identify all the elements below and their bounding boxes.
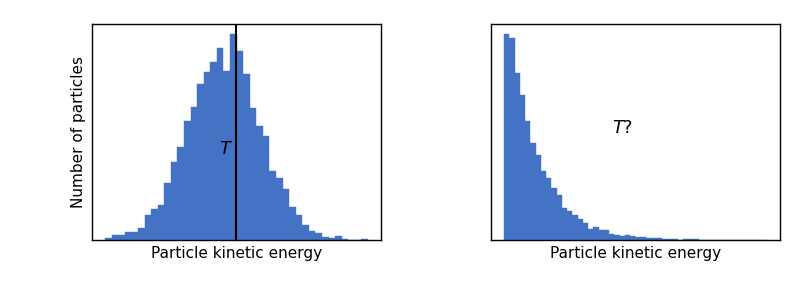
Bar xyxy=(567,212,572,240)
Bar xyxy=(342,239,348,240)
Bar xyxy=(609,234,614,240)
Bar xyxy=(302,225,309,240)
Bar xyxy=(256,126,263,240)
Bar xyxy=(510,38,514,240)
Bar xyxy=(520,95,525,240)
Bar xyxy=(309,231,315,240)
Bar xyxy=(667,239,672,240)
Bar xyxy=(118,235,125,240)
Bar xyxy=(694,239,698,240)
Bar xyxy=(112,235,118,240)
Bar xyxy=(525,122,530,240)
Bar xyxy=(688,239,694,240)
Bar xyxy=(578,219,583,240)
Bar xyxy=(145,215,151,240)
Bar xyxy=(657,238,662,240)
Bar xyxy=(289,208,296,240)
Bar xyxy=(630,236,635,240)
Bar xyxy=(514,73,520,240)
X-axis label: Particle kinetic energy: Particle kinetic energy xyxy=(550,246,721,261)
Bar xyxy=(282,189,289,240)
Bar xyxy=(138,228,145,240)
Bar xyxy=(535,155,541,240)
Bar xyxy=(131,232,138,240)
Bar xyxy=(651,238,657,240)
Bar xyxy=(646,238,651,240)
Bar xyxy=(164,183,171,240)
Bar xyxy=(158,206,164,240)
Bar xyxy=(614,235,620,240)
Bar xyxy=(250,108,256,240)
Bar xyxy=(223,71,230,240)
Text: $T$?: $T$? xyxy=(612,119,634,137)
Bar xyxy=(594,227,598,240)
Bar xyxy=(362,239,368,240)
Bar xyxy=(105,238,112,240)
Bar xyxy=(551,188,557,240)
Bar xyxy=(151,208,158,240)
Bar xyxy=(190,107,197,240)
Bar xyxy=(620,236,625,240)
Bar xyxy=(557,195,562,240)
Bar xyxy=(625,235,630,240)
Bar xyxy=(217,48,223,240)
Bar xyxy=(541,171,546,240)
Bar xyxy=(530,143,535,240)
Bar xyxy=(635,237,641,240)
Bar xyxy=(197,84,204,240)
Bar xyxy=(263,136,270,240)
Bar xyxy=(562,208,567,240)
Bar xyxy=(329,238,335,240)
Bar xyxy=(184,121,190,240)
Bar xyxy=(546,178,551,240)
Bar xyxy=(178,147,184,240)
Bar xyxy=(572,215,578,240)
Bar xyxy=(243,74,250,240)
Bar xyxy=(588,229,594,240)
Bar xyxy=(270,171,276,240)
Bar xyxy=(335,236,342,240)
Bar xyxy=(210,62,217,240)
Bar xyxy=(296,215,302,240)
Bar xyxy=(276,178,282,240)
Bar xyxy=(322,237,329,240)
Bar xyxy=(641,237,646,240)
Bar xyxy=(504,34,510,240)
Bar xyxy=(682,239,688,240)
Bar xyxy=(583,223,588,240)
Bar xyxy=(604,230,609,240)
Bar xyxy=(315,233,322,240)
Bar xyxy=(237,51,243,240)
Text: $T$: $T$ xyxy=(219,140,234,158)
Bar xyxy=(125,232,131,240)
X-axis label: Particle kinetic energy: Particle kinetic energy xyxy=(151,246,322,261)
Bar xyxy=(672,239,678,240)
Bar xyxy=(230,34,237,240)
Bar xyxy=(204,72,210,240)
Bar xyxy=(598,230,604,240)
Bar xyxy=(662,239,667,240)
Bar xyxy=(171,162,178,240)
Y-axis label: Number of particles: Number of particles xyxy=(71,56,86,208)
